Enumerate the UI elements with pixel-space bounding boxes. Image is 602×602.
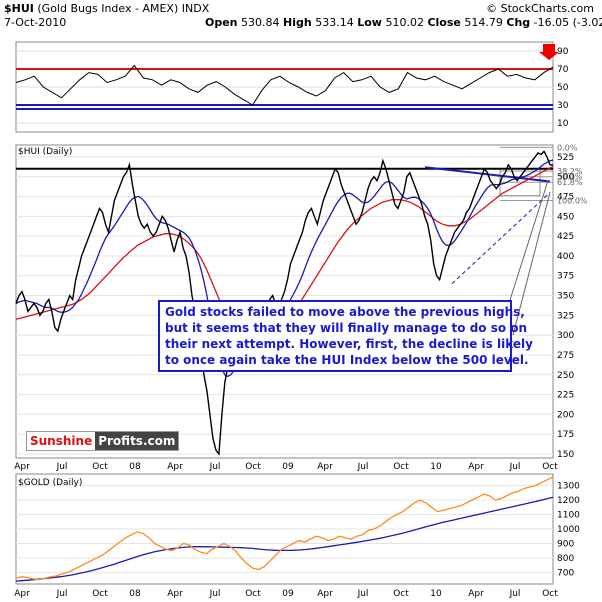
hui-x-label: Apr bbox=[317, 462, 333, 472]
rising-support-trendline bbox=[451, 192, 551, 285]
gold-x-label: Jul bbox=[357, 589, 369, 599]
rsi-tick-label: 90 bbox=[557, 47, 569, 57]
hui-x-label: Oct bbox=[92, 462, 108, 472]
rsi-tick-label: 70 bbox=[557, 65, 569, 75]
hui-panel-title: $HUI (Daily) bbox=[18, 147, 72, 157]
hui-tick-label: 425 bbox=[557, 232, 574, 242]
hui-x-label: Oct bbox=[393, 462, 409, 472]
logo-part-sunshine: Sunshine bbox=[27, 432, 96, 450]
gold-x-label: Oct bbox=[245, 589, 261, 599]
hui-tick-label: 350 bbox=[557, 292, 574, 302]
hui-tick-label: 175 bbox=[557, 430, 574, 440]
symbol: $HUI bbox=[4, 2, 34, 15]
logo-part-profits: Profits.com bbox=[95, 432, 179, 450]
hui-x-label: Jul bbox=[509, 462, 521, 472]
annotation-line: their next attempt. However, first, the … bbox=[165, 337, 533, 351]
gold-x-label: Apr bbox=[317, 589, 333, 599]
hui-x-label: Apr bbox=[14, 462, 30, 472]
gold-tick-label: 800 bbox=[557, 554, 574, 564]
fib-level-label: 61.8% bbox=[557, 178, 583, 187]
gold-x-label: Apr bbox=[167, 589, 183, 599]
high-value: 533.14 bbox=[315, 16, 354, 29]
hui-tick-label: 250 bbox=[557, 371, 574, 381]
gold-price-line bbox=[15, 476, 554, 581]
gold-ma-line bbox=[15, 496, 554, 582]
exchange: INDX bbox=[181, 2, 210, 15]
rsi-series-line bbox=[15, 64, 554, 106]
change-value: -16.05 (-3.02%) bbox=[533, 16, 602, 29]
hui-x-label: Jul bbox=[357, 462, 369, 472]
hui-tick-label: 325 bbox=[557, 311, 574, 321]
hui-x-label: Jul bbox=[56, 462, 68, 472]
hui-tick-label: 450 bbox=[557, 212, 574, 222]
fib-level-label: 0.0% bbox=[557, 143, 578, 152]
rsi-tick-label: 50 bbox=[557, 83, 569, 93]
hui-tick-label: 300 bbox=[557, 331, 574, 341]
hui-x-label: 08 bbox=[129, 462, 141, 472]
hui-tick-label: 400 bbox=[557, 252, 574, 262]
gold-x-label: Oct bbox=[92, 589, 108, 599]
hui-tick-label: 500 bbox=[557, 173, 574, 183]
hui-tick-label: 375 bbox=[557, 272, 574, 282]
hui-x-label: Oct bbox=[245, 462, 261, 472]
hui-x-label: Apr bbox=[468, 462, 484, 472]
hui-x-label: 09 bbox=[282, 462, 294, 472]
annotation-box: Gold stocks failed to move above the pre… bbox=[158, 300, 533, 372]
gold-x-label: Apr bbox=[468, 589, 484, 599]
hui-x-label: Apr bbox=[167, 462, 183, 472]
close-value: 514.79 bbox=[464, 16, 503, 29]
gold-x-label: Oct bbox=[542, 589, 558, 599]
index-name: (Gold Bugs Index - AMEX) bbox=[37, 2, 179, 15]
open-value: 530.84 bbox=[241, 16, 280, 29]
annotation-pointer-line bbox=[509, 180, 549, 301]
ohlc-readout: Open 530.84 High 533.14 Low 510.02 Close… bbox=[205, 16, 602, 29]
gold-tick-label: 1100 bbox=[557, 511, 580, 521]
gold-x-label: Apr bbox=[14, 589, 30, 599]
chart-date: 7-Oct-2010 bbox=[4, 16, 67, 29]
annotation-line: to once again take the HUI Index below t… bbox=[165, 353, 529, 367]
hui-x-label: Jul bbox=[209, 462, 221, 472]
annotation-line: Gold stocks failed to move above the pre… bbox=[165, 305, 525, 319]
gold-x-label: 10 bbox=[430, 589, 442, 599]
hui-tick-label: 150 bbox=[557, 450, 574, 460]
hui-x-label: Oct bbox=[542, 462, 558, 472]
gold-tick-label: 1200 bbox=[557, 496, 580, 506]
rsi-tick-label: 10 bbox=[557, 119, 569, 129]
annotation-line: but it seems that they will finally mana… bbox=[165, 321, 528, 335]
red-arrow-icon bbox=[539, 44, 559, 60]
hui-tick-label: 275 bbox=[557, 351, 574, 361]
rsi-tick-label: 30 bbox=[557, 101, 569, 111]
gold-x-label: 08 bbox=[129, 589, 141, 599]
gold-tick-label: 1000 bbox=[557, 525, 580, 535]
fib-level-label: 50.0% bbox=[557, 173, 583, 182]
hui-tick-label: 225 bbox=[557, 391, 574, 401]
fib-level-label: 38.2% bbox=[557, 167, 583, 176]
low-value: 510.02 bbox=[385, 16, 424, 29]
sunshine-profits-logo: Sunshine Profits.com bbox=[26, 431, 180, 451]
hui-tick-label: 200 bbox=[557, 410, 574, 420]
gold-panel-title: $GOLD (Daily) bbox=[18, 478, 82, 488]
gold-x-label: Jul bbox=[509, 589, 521, 599]
hui-price-line bbox=[15, 150, 554, 456]
gold-x-label: Jul bbox=[209, 589, 221, 599]
hui-x-label: 10 bbox=[430, 462, 442, 472]
watermark: © StockCharts.com bbox=[486, 2, 594, 15]
fib-level-label: 100.0% bbox=[557, 196, 588, 205]
gold-x-label: 09 bbox=[282, 589, 294, 599]
gold-x-label: Oct bbox=[393, 589, 409, 599]
gold-tick-label: 1300 bbox=[557, 482, 580, 492]
chart-title: $HUI (Gold Bugs Index - AMEX) INDX bbox=[4, 2, 209, 15]
annotation-pointer-line bbox=[512, 192, 551, 336]
gold-x-label: Jul bbox=[56, 589, 68, 599]
hui-tick-label: 525 bbox=[557, 153, 574, 163]
gold-tick-label: 900 bbox=[557, 539, 574, 549]
gold-tick-label: 700 bbox=[557, 568, 574, 578]
hui-tick-label: 475 bbox=[557, 193, 574, 203]
